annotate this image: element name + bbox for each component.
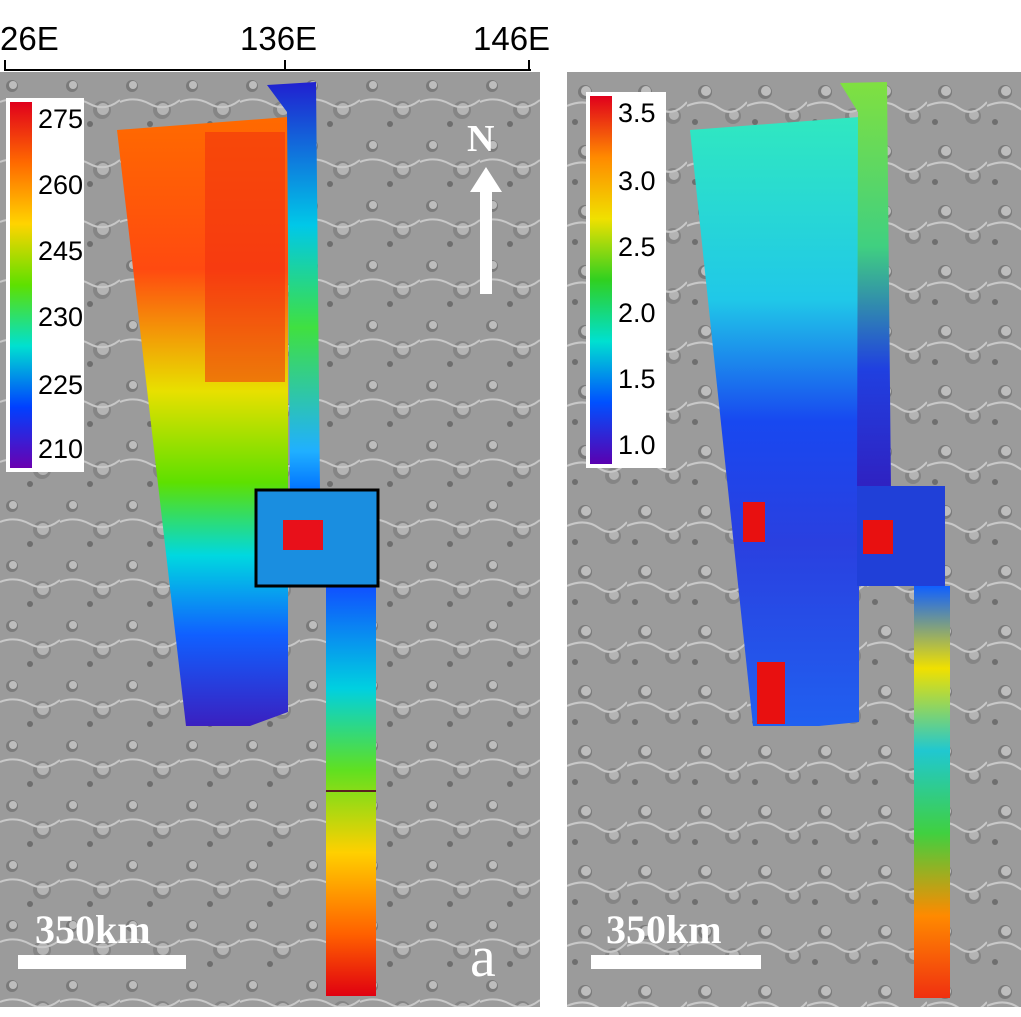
colorbar-a-label-6: 210 [38,434,84,464]
longitude-label-3: 146E [473,20,551,57]
longitude-tick-1 [4,60,6,70]
scale-label-a: 350km [35,907,151,952]
longitude-axis-line [4,69,531,71]
colorbar-b-label-2: 3.0 [618,166,656,196]
colorbar-b-label-3: 2.5 [618,232,656,262]
colorbar-gradient-b [590,96,612,464]
colorbar-b-label-4: 2.0 [618,298,656,328]
colorbar-a-label-5: 225 [38,370,84,400]
longitude-label-2: 136E [240,20,318,57]
colorbar-legend-a: 275 260 245 230 225 210 [6,98,84,472]
longitude-tick-2 [284,60,286,70]
colorbar-a-label-1: 275 [38,104,84,134]
north-label: N [467,118,495,160]
scale-bar-b [591,955,761,969]
map-panel-b-image [567,72,1021,1007]
panel-label-a: a [470,924,496,989]
colorbar-a-label-4: 230 [38,302,84,332]
map-panel-a-image [0,72,540,1007]
scale-label-b: 350km [606,907,722,952]
colorbar-a-label-2: 260 [38,170,84,200]
colorbar-b-label-6: 1.0 [618,430,656,460]
scale-bar-a [18,955,186,969]
map-panel-b [567,72,1021,1007]
longitude-label-1: 26E [0,20,59,57]
colorbar-gradient-a [10,102,32,468]
longitude-tick-3 [528,60,530,70]
colorbar-b-label-1: 3.5 [618,98,656,128]
colorbar-a-label-3: 245 [38,236,84,266]
colorbar-b-label-5: 1.5 [618,364,656,394]
map-panel-a [0,72,540,1007]
colorbar-legend-b: 3.5 3.0 2.5 2.0 1.5 1.0 [586,92,666,468]
